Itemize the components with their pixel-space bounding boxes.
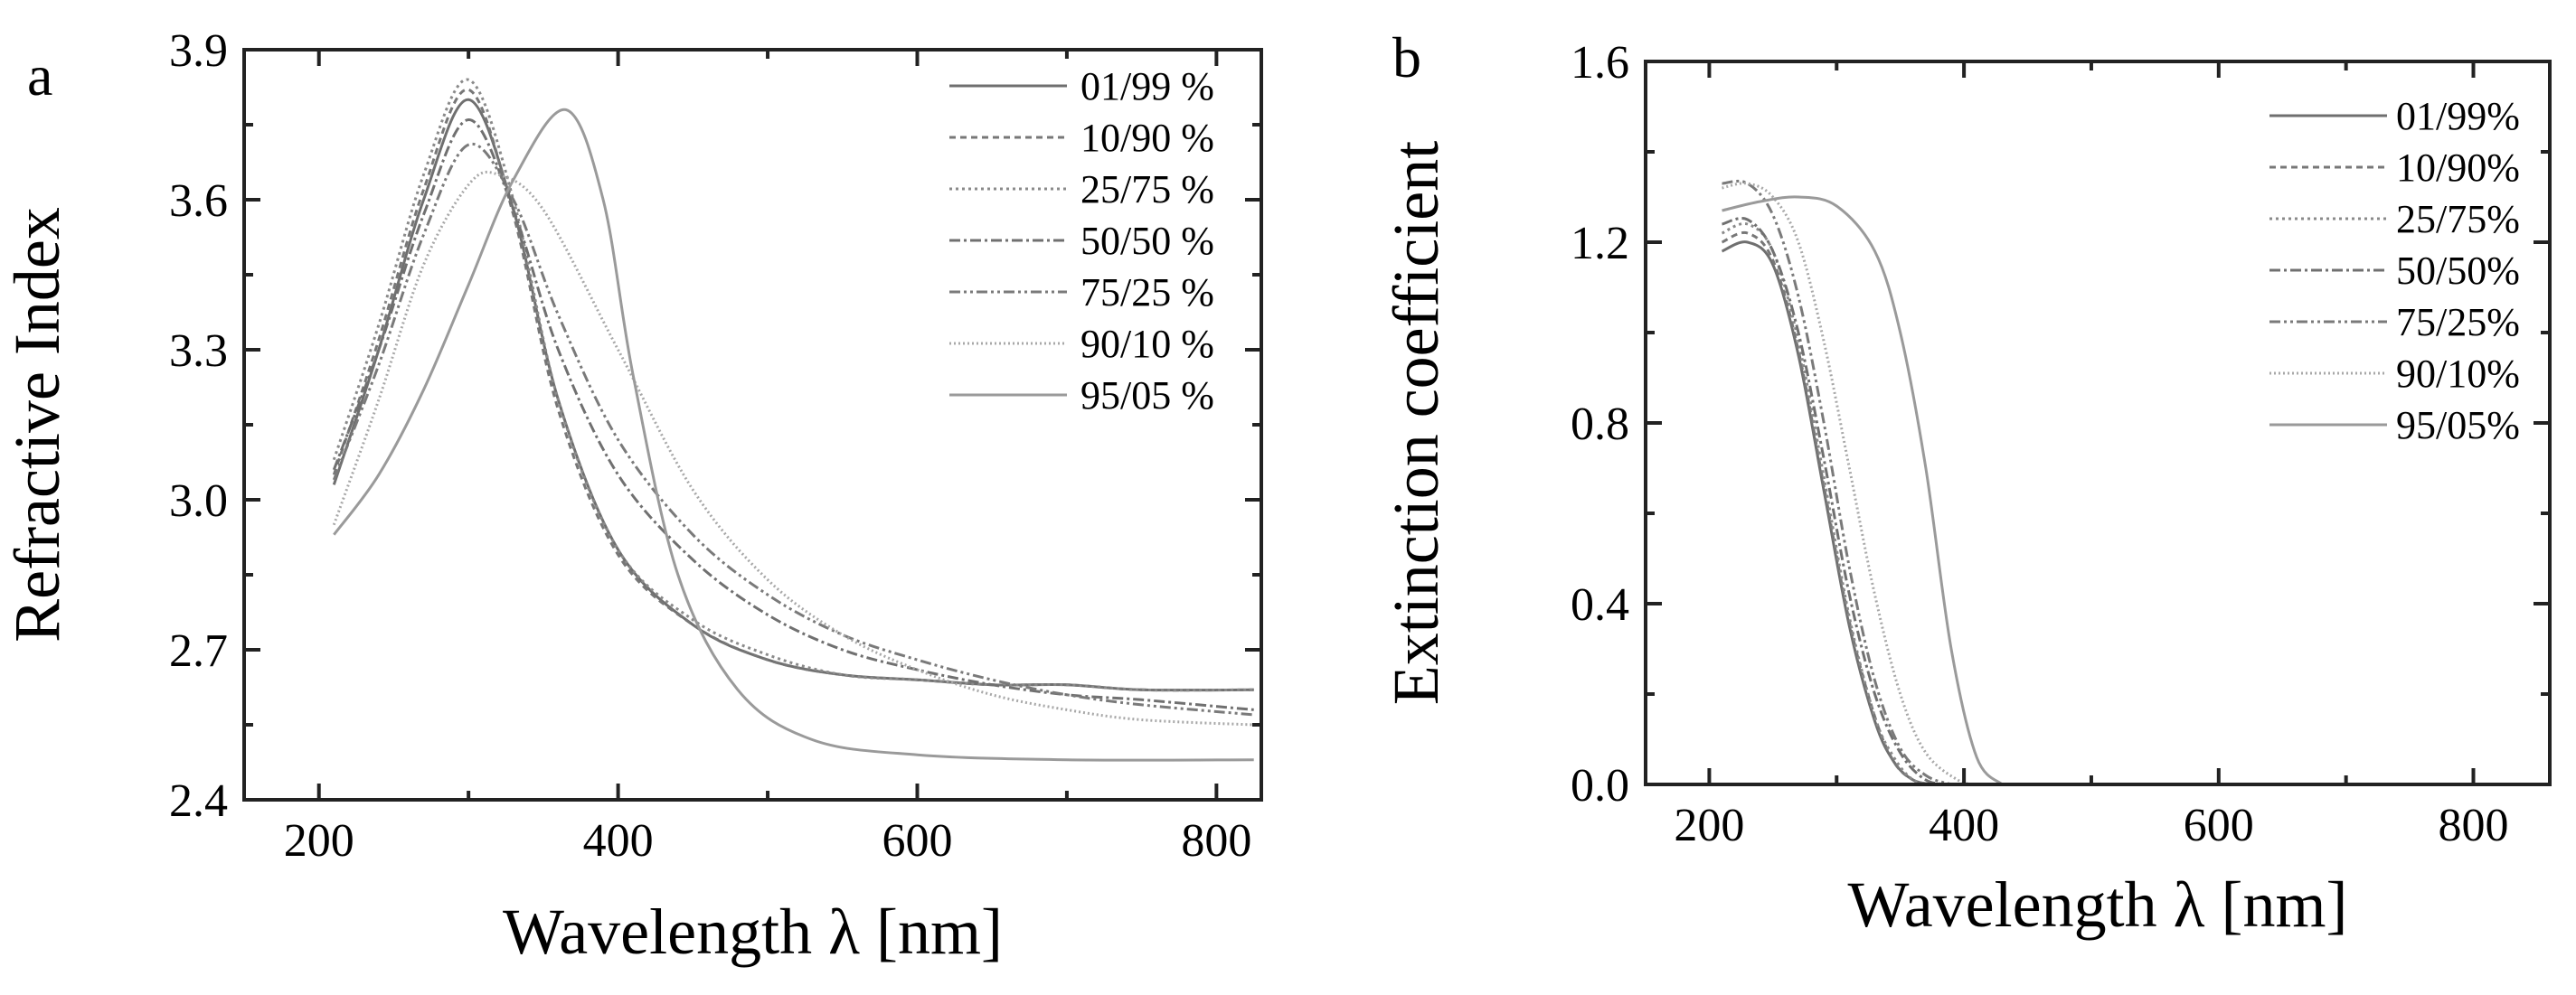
y-tick-label: 3.3	[169, 325, 228, 377]
series-lines	[1721, 179, 2004, 784]
y-tick-label: 0.4	[1571, 579, 1629, 631]
x-tick-label: 800	[1181, 815, 1251, 867]
legend-label: 01/99 %	[1080, 64, 1214, 108]
legend-label: 01/99%	[2396, 94, 2520, 138]
y-tick-label: 3.9	[169, 25, 228, 77]
series-line-4	[1722, 179, 1952, 784]
x-axis-title: Wavelength λ [nm]	[503, 896, 1003, 968]
legend-label: 10/90%	[2396, 145, 2520, 190]
y-tick-label: 1.2	[1571, 218, 1629, 269]
legend-label: 95/05 %	[1080, 373, 1214, 418]
y-axis-title: Refractive Index	[1, 207, 73, 643]
x-tick-label: 400	[583, 815, 654, 867]
series-line-1	[332, 88, 1254, 692]
legend-label: 75/25%	[2396, 300, 2520, 344]
series-line-3	[332, 117, 1254, 711]
series-line-3	[1722, 217, 1952, 784]
legend-label: 50/50 %	[1080, 219, 1214, 263]
series-line-1	[1721, 230, 1933, 784]
y-tick-label: 1.6	[1571, 37, 1629, 89]
y-axis-title: Extinction coefficient	[1380, 141, 1452, 705]
y-tick-label: 2.4	[169, 775, 228, 827]
legend-label: 25/75%	[2396, 197, 2520, 241]
chart-panel-a: a 200 400 600 800 2.4 2.7 3.0 3.3 3.6 3.9 Wavelengt…	[1, 25, 1263, 968]
y-tick-label: 2.7	[169, 625, 228, 677]
legend-label: 50/50%	[2396, 249, 2520, 293]
series-line-6	[333, 108, 1254, 762]
y-tick-label: 0.8	[1571, 399, 1629, 450]
x-tick-label: 600	[882, 815, 952, 867]
legend: 01/99% 10/90% 25/75% 50/50% 75/25% 90/10% 95/0…	[2269, 94, 2520, 447]
series-line-2	[1721, 221, 1933, 784]
x-tick-label: 800	[2438, 800, 2508, 851]
panel-label: a	[27, 43, 52, 108]
series-lines	[332, 78, 1254, 762]
x-axis-title: Wavelength λ [nm]	[1848, 868, 2348, 941]
y-tick-label: 3.6	[169, 175, 228, 227]
y-tick-label: 0.0	[1571, 760, 1629, 812]
x-tick-label: 600	[2184, 800, 2254, 851]
series-line-5	[1722, 182, 1977, 784]
x-tick-label: 200	[1674, 800, 1744, 851]
legend-label: 90/10%	[2396, 352, 2520, 396]
legend-label: 95/05%	[2396, 403, 2520, 447]
y-tick-label: 3.0	[169, 475, 228, 527]
legend-label: 25/75 %	[1080, 167, 1214, 211]
legend-label: 90/10 %	[1080, 322, 1214, 366]
chart-panel-b: b 200 400 600 800 0.0 0.4 0.8 1.2 1.6 Wavelength λ…	[1380, 25, 2552, 941]
x-tick-label: 400	[1929, 800, 1999, 851]
panel-label: b	[1392, 25, 1421, 89]
series-line-0	[1721, 240, 1933, 784]
legend: 01/99 % 10/90 % 25/75 % 50/50 % 75/25 % 90/10…	[949, 64, 1214, 418]
series-line-6	[1722, 195, 2004, 784]
legend-label: 10/90 %	[1080, 116, 1214, 160]
legend-label: 75/25 %	[1080, 270, 1214, 314]
x-tick-label: 200	[284, 815, 354, 867]
